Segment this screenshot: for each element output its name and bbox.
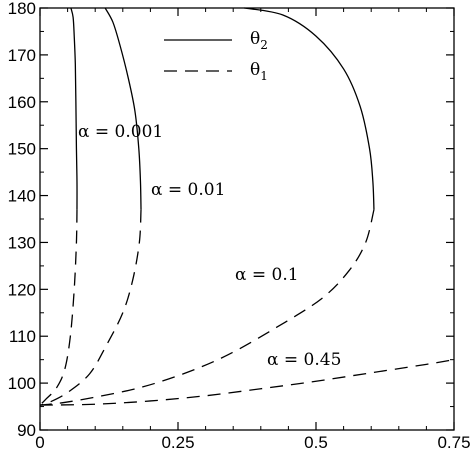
y-tick-label: 150 [8,140,36,159]
annotation-alpha-0001: α = 0.001 [78,122,163,142]
y-tick-label: 130 [8,233,36,252]
plot-frame [39,7,455,431]
curve-theta1-0 [39,209,78,406]
curve-theta2-0 [70,7,78,210]
curve-theta1-3 [39,359,455,406]
legend: θ2 θ1 [164,29,268,83]
curve-theta2-2 [244,7,375,210]
y-tick-label: 180 [8,0,36,18]
legend-label-theta1: θ1 [250,60,268,83]
y-tick-label: 160 [8,93,36,112]
annotation-alpha-01: α = 0.1 [235,265,299,285]
y-tick-label: 140 [8,187,36,206]
y-tick-label: 110 [9,327,36,346]
curves [39,7,455,406]
x-tick-label: 0.75 [437,433,470,449]
curve-theta2-1 [104,7,142,210]
x-tick-label: 0.25 [161,433,194,449]
curve-theta1-1 [39,209,142,406]
curve-theta1-2 [39,209,375,406]
x-tick-label: 0.5 [304,433,328,449]
x-tick-label: 0 [35,433,44,449]
y-tick-label: 120 [8,280,36,299]
annotation-alpha-045: α = 0.45 [267,350,341,370]
y-tick-label: 90 [17,421,36,440]
annotation-alpha-001: α = 0.01 [151,180,225,200]
y-tick-label: 170 [8,46,36,65]
legend-label-theta2: θ2 [250,29,268,52]
y-tick-label: 100 [8,374,36,393]
axis-ticks: 90 100 110 120 130 140 150 160 170 180 0 0.25 0.5 0.7… [8,0,471,449]
